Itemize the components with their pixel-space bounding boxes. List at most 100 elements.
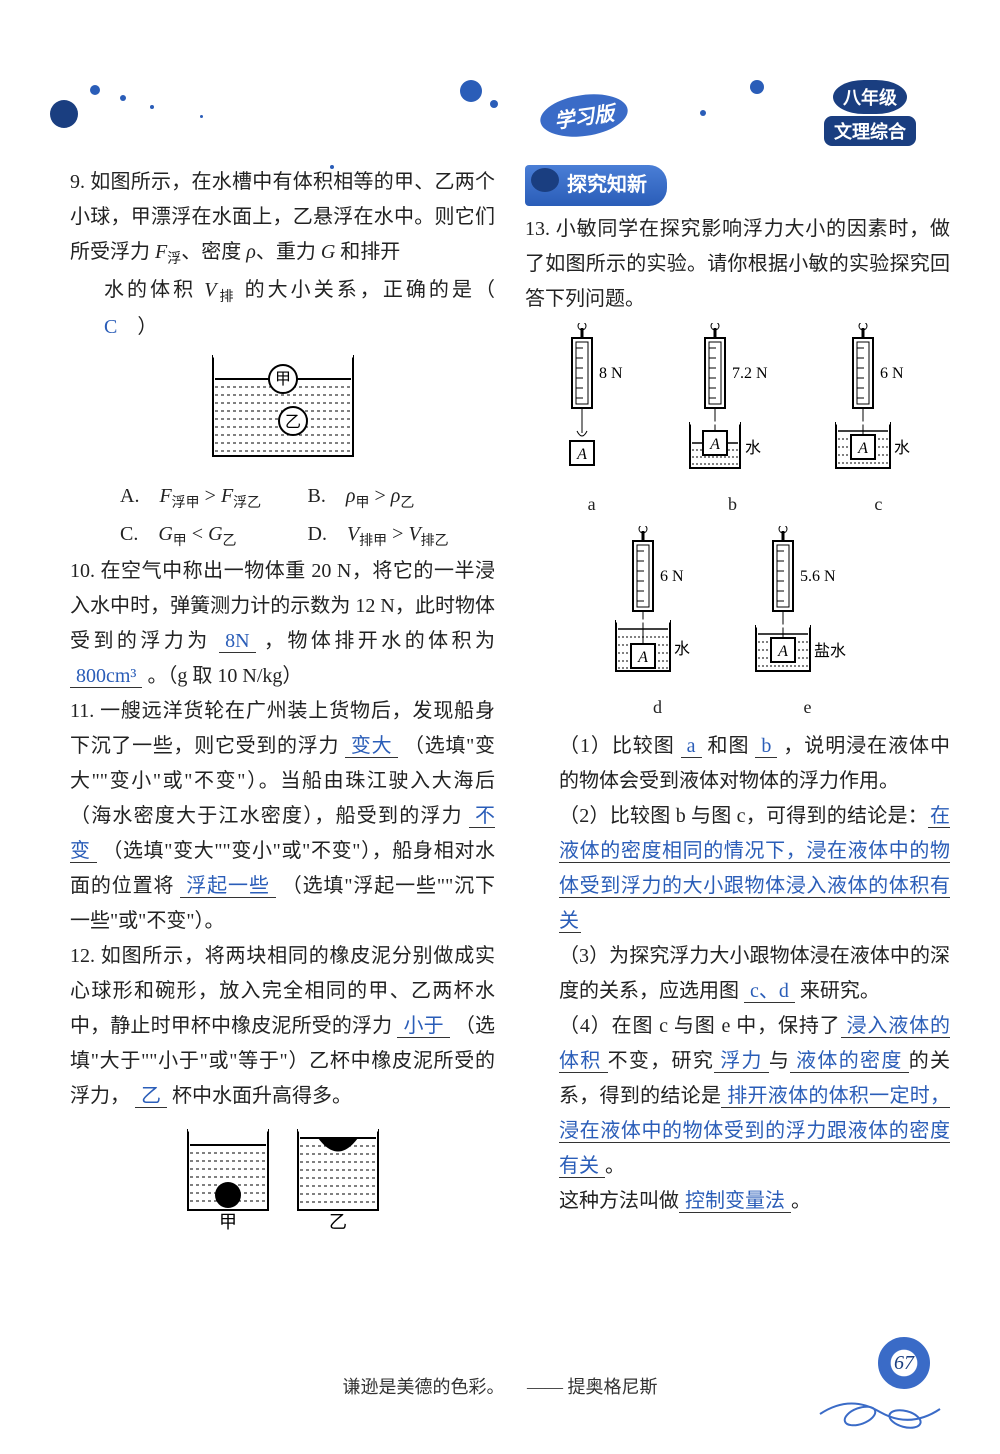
exp-c-label: c	[828, 489, 928, 521]
q13-p3: （3）为探究浮力大小跟物体浸在液体中的深度的关系，应选用图 c、d 来研究。	[525, 939, 950, 1009]
q10-ans2: 800cm³	[70, 665, 142, 688]
q13-p1-ans1: a	[681, 735, 702, 758]
svg-text:A: A	[637, 649, 648, 666]
content-columns: 9. 如图所示，在水槽中有体积相等的甲、乙两个小球，甲漂浮在水面上，乙悬浮在水中…	[70, 165, 950, 1324]
subject-label: 文理综合	[824, 116, 916, 146]
q12-ans2: 乙	[135, 1085, 167, 1108]
deco-dot	[50, 100, 78, 128]
quote-text: 谦逊是美德的色彩。	[343, 1377, 505, 1397]
quote-author: —— 提奥格尼斯	[527, 1377, 658, 1397]
q12-number: 12.	[70, 945, 95, 967]
q13-p1-ans2: b	[755, 735, 777, 758]
right-column: 探究知新 13. 小敏同学在探究影响浮力大小的因素时，做了如图所示的实验。请你根…	[525, 165, 950, 1324]
q13-p4-a: （4）在图 c 与图 e 中，保持了	[559, 1015, 841, 1037]
q13-p4-ans5: 控制变量法	[679, 1190, 791, 1213]
q9-optC: C. G甲 < G乙	[120, 517, 308, 555]
q9-choices-row2: C. G甲 < G乙 D. V排甲 > V排乙	[70, 517, 495, 555]
exp-c: 6 N A 水 c	[828, 323, 928, 520]
svg-text:乙: 乙	[284, 414, 300, 431]
q9-line2: 水的体积 V排 的大小关系，正确的是（ C ）	[70, 273, 495, 346]
q9-optD: D. V排甲 > V排乙	[308, 517, 496, 555]
q13-p3-b: 来研究。	[800, 980, 880, 1002]
spring-scale-d-icon: 6 N A 水	[608, 526, 708, 681]
exp-b: 7.2 N A 水 b	[680, 323, 785, 520]
q11-ans1: 变大	[345, 735, 398, 758]
q12-figure: 甲 乙	[70, 1120, 495, 1242]
q12-text3: 杯中水面升高得多。	[172, 1085, 352, 1107]
deco-dot	[700, 110, 706, 116]
cups-icon: 甲 乙	[168, 1120, 398, 1230]
q13-p2-a: （2）比较图 b 与图 c，可得到的结论是：	[559, 805, 928, 827]
svg-text:7.2 N: 7.2 N	[732, 365, 768, 382]
q13-p3-ans: c、d	[744, 980, 795, 1003]
deco-dot	[490, 100, 498, 108]
question-13: 13. 小敏同学在探究影响浮力大小的因素时，做了如图所示的实验。请你根据小敏的实…	[525, 212, 950, 317]
spring-scale-a-icon: 8 N A	[547, 323, 637, 478]
svg-text:甲: 甲	[219, 1212, 237, 1230]
svg-text:A: A	[777, 643, 788, 660]
question-11: 11. 一艘远洋货轮在广州装上货物后，发现船身下沉了一些，则它受到的浮力 变大 …	[70, 694, 495, 939]
svg-text:乙: 乙	[329, 1212, 347, 1230]
q10-text3: 。（g 取 10 N/kg）	[147, 665, 302, 687]
q12-ans1: 小于	[397, 1015, 449, 1038]
q13-figures-row2: 6 N A 水 d	[525, 526, 950, 723]
exp-b-label: b	[680, 489, 785, 521]
svg-text:A: A	[709, 436, 720, 453]
spring-scale-b-icon: 7.2 N A 水	[680, 323, 785, 478]
q13-figures-row1: 8 N A a 7.2 N	[525, 323, 950, 520]
q9-answer: C	[104, 316, 117, 338]
q13-text1: 小敏同学在探究影响浮力大小的因素时，做了如图所示的实验。请你根据小敏的实验探究回…	[525, 218, 950, 310]
section-explore-tag: 探究知新	[525, 165, 667, 206]
deco-dot	[750, 80, 764, 94]
q9-figure: 甲 乙	[70, 351, 495, 473]
question-10: 10. 在空气中称出一物体重 20 N，将它的一半浸入水中时，弹簧测力计的示数为…	[70, 554, 495, 694]
svg-text:水: 水	[745, 439, 761, 457]
study-edition-stamp: 学习版	[538, 89, 631, 142]
q9-text: 如图所示，在水槽中有体积相等的甲、乙两个小球，甲漂浮在水面上，乙悬浮在水中。则它…	[70, 171, 495, 263]
q13-p4-c: 与	[769, 1050, 790, 1072]
q13-p4-e: 。	[605, 1155, 625, 1177]
q13-p1-a: （1）比较图	[559, 735, 675, 757]
q13-p1: （1）比较图 a 和图 b ，说明浸在液体中的物体会受到液体对物体的浮力作用。	[525, 729, 950, 799]
q13-p1-b: 和图	[708, 735, 750, 757]
svg-text:6 N: 6 N	[880, 365, 904, 382]
q9-optB: B. ρ甲 > ρ乙	[308, 479, 496, 517]
deco-dot	[90, 85, 100, 95]
q11-ans3: 浮起一些	[180, 875, 276, 898]
q13-p4: （4）在图 c 与图 e 中，保持了浸入液体的体积不变，研究浮力与液体的密度的关…	[525, 1009, 950, 1219]
svg-text:A: A	[576, 446, 587, 463]
q13-number: 13.	[525, 218, 550, 240]
exp-a-label: a	[547, 489, 637, 521]
exp-d-label: d	[608, 692, 708, 724]
deco-dot	[460, 80, 482, 102]
q10-ans1: 8N	[219, 630, 255, 653]
q11-number: 11.	[70, 700, 94, 722]
exp-e: 5.6 N A 盐水 e	[748, 526, 868, 723]
deco-dot	[120, 95, 126, 101]
q13-p4-f: 这种方法叫做	[559, 1190, 679, 1212]
q9-choices-row1: A. F浮甲 > F浮乙 B. ρ甲 > ρ乙	[70, 479, 495, 517]
exp-a: 8 N A a	[547, 323, 637, 520]
q13-p4-ans2: 浮力	[714, 1050, 769, 1073]
svg-text:6 N: 6 N	[660, 568, 684, 585]
svg-text:水: 水	[894, 439, 910, 457]
q10-text2: ，物体排开水的体积为	[264, 630, 495, 652]
svg-text:A: A	[857, 440, 868, 457]
exp-e-label: e	[748, 692, 868, 724]
question-12: 12. 如图所示，将两块相同的橡皮泥分别做成实心球形和碗形，放入完全相同的甲、乙…	[70, 939, 495, 1114]
q13-p4-b: 不变，研究	[608, 1050, 715, 1072]
svg-text:甲: 甲	[274, 371, 290, 388]
page: 学习版 八年级 文理综合 9. 如图所示，在水槽中有体积相等的甲、乙两个小球，甲…	[0, 0, 1000, 1454]
spring-scale-e-icon: 5.6 N A 盐水	[748, 526, 868, 681]
svg-text:水: 水	[674, 640, 690, 658]
left-column: 9. 如图所示，在水槽中有体积相等的甲、乙两个小球，甲漂浮在水面上，乙悬浮在水中…	[70, 165, 495, 1324]
grade-stamp: 八年级 文理综合	[800, 80, 940, 146]
q9-optA: A. F浮甲 > F浮乙	[120, 479, 308, 517]
question-9: 9. 如图所示，在水槽中有体积相等的甲、乙两个小球，甲漂浮在水面上，乙悬浮在水中…	[70, 165, 495, 345]
svg-text:5.6 N: 5.6 N	[800, 568, 836, 585]
svg-text:8 N: 8 N	[599, 365, 623, 382]
spring-scale-c-icon: 6 N A 水	[828, 323, 928, 478]
q13-p2: （2）比较图 b 与图 c，可得到的结论是：在液体的密度相同的情况下，浸在液体中…	[525, 799, 950, 939]
deco-dot	[150, 105, 154, 109]
q13-p4-g: 。	[791, 1190, 811, 1212]
